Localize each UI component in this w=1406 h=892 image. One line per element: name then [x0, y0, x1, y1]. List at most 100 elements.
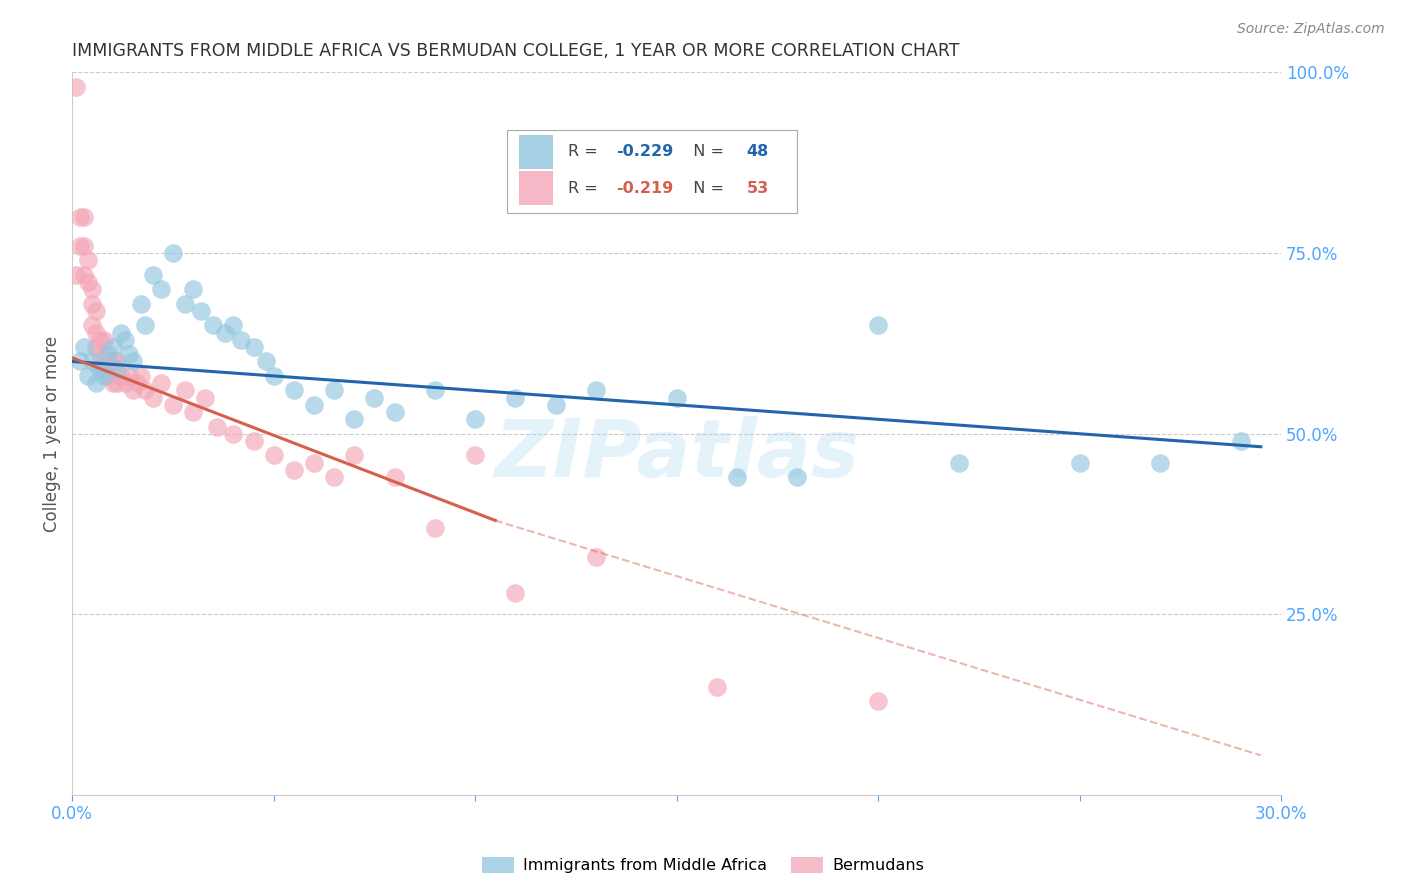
- Point: [69, 354, 91, 368]
- Point: [343, 412, 366, 426]
- Text: R =: R =: [568, 180, 603, 195]
- Point: [585, 549, 607, 564]
- Point: [1229, 434, 1251, 448]
- Point: [263, 368, 285, 383]
- Legend: Immigrants from Middle Africa, Bermudans: Immigrants from Middle Africa, Bermudans: [475, 850, 931, 880]
- Point: [110, 326, 132, 340]
- Point: [134, 318, 156, 333]
- Point: [202, 318, 225, 333]
- Point: [665, 391, 688, 405]
- Point: [65, 79, 87, 94]
- Point: [725, 470, 748, 484]
- Point: [105, 376, 128, 391]
- Point: [117, 368, 139, 383]
- Point: [222, 426, 245, 441]
- Point: [868, 318, 890, 333]
- Point: [73, 239, 96, 253]
- Point: [69, 210, 91, 224]
- Point: [142, 268, 165, 282]
- Point: [231, 333, 253, 347]
- FancyBboxPatch shape: [519, 170, 554, 205]
- Point: [190, 304, 212, 318]
- Point: [174, 384, 197, 398]
- Point: [89, 333, 111, 347]
- Point: [283, 384, 305, 398]
- Point: [73, 210, 96, 224]
- Text: N =: N =: [683, 145, 728, 160]
- Point: [93, 368, 115, 383]
- Point: [181, 282, 204, 296]
- Point: [302, 398, 325, 412]
- Point: [97, 368, 120, 383]
- Point: [222, 318, 245, 333]
- Y-axis label: College, 1 year or more: College, 1 year or more: [44, 335, 60, 532]
- Point: [86, 340, 108, 354]
- Point: [77, 275, 100, 289]
- Point: [323, 384, 346, 398]
- Text: -0.229: -0.229: [616, 145, 673, 160]
- Point: [283, 463, 305, 477]
- Point: [134, 384, 156, 398]
- Point: [110, 368, 132, 383]
- Point: [69, 239, 91, 253]
- Point: [162, 246, 184, 260]
- Point: [464, 412, 486, 426]
- Point: [505, 585, 527, 599]
- Point: [207, 419, 229, 434]
- Point: [86, 326, 108, 340]
- Point: [384, 405, 406, 419]
- Point: [585, 384, 607, 398]
- Point: [162, 398, 184, 412]
- Point: [82, 282, 104, 296]
- Point: [105, 361, 128, 376]
- FancyBboxPatch shape: [508, 130, 797, 213]
- Point: [868, 694, 890, 708]
- Point: [93, 333, 115, 347]
- Point: [254, 354, 277, 368]
- Point: [77, 253, 100, 268]
- Point: [363, 391, 385, 405]
- Text: Source: ZipAtlas.com: Source: ZipAtlas.com: [1237, 22, 1385, 37]
- Point: [101, 354, 124, 368]
- Point: [1149, 456, 1171, 470]
- Point: [101, 340, 124, 354]
- Point: [93, 361, 115, 376]
- Text: R =: R =: [568, 145, 603, 160]
- Point: [97, 354, 120, 368]
- Point: [114, 376, 136, 391]
- Text: -0.219: -0.219: [616, 180, 673, 195]
- Point: [65, 268, 87, 282]
- Text: IMMIGRANTS FROM MIDDLE AFRICA VS BERMUDAN COLLEGE, 1 YEAR OR MORE CORRELATION CH: IMMIGRANTS FROM MIDDLE AFRICA VS BERMUDA…: [72, 42, 960, 60]
- Point: [242, 434, 264, 448]
- Point: [142, 391, 165, 405]
- Text: 48: 48: [747, 145, 769, 160]
- Point: [149, 282, 172, 296]
- Point: [82, 318, 104, 333]
- Point: [114, 333, 136, 347]
- Point: [302, 456, 325, 470]
- Point: [194, 391, 217, 405]
- FancyBboxPatch shape: [519, 135, 554, 169]
- Point: [242, 340, 264, 354]
- Point: [263, 449, 285, 463]
- Point: [97, 347, 120, 361]
- Point: [121, 384, 143, 398]
- Point: [125, 376, 148, 391]
- Point: [121, 354, 143, 368]
- Point: [89, 361, 111, 376]
- Point: [129, 368, 152, 383]
- Point: [343, 449, 366, 463]
- Point: [117, 347, 139, 361]
- Point: [464, 449, 486, 463]
- Point: [82, 296, 104, 310]
- Point: [214, 326, 236, 340]
- Point: [423, 521, 446, 535]
- Point: [786, 470, 808, 484]
- Point: [105, 354, 128, 368]
- Point: [181, 405, 204, 419]
- Point: [77, 368, 100, 383]
- Point: [86, 376, 108, 391]
- Point: [89, 347, 111, 361]
- Text: ZIPatlas: ZIPatlas: [494, 417, 859, 494]
- Point: [86, 304, 108, 318]
